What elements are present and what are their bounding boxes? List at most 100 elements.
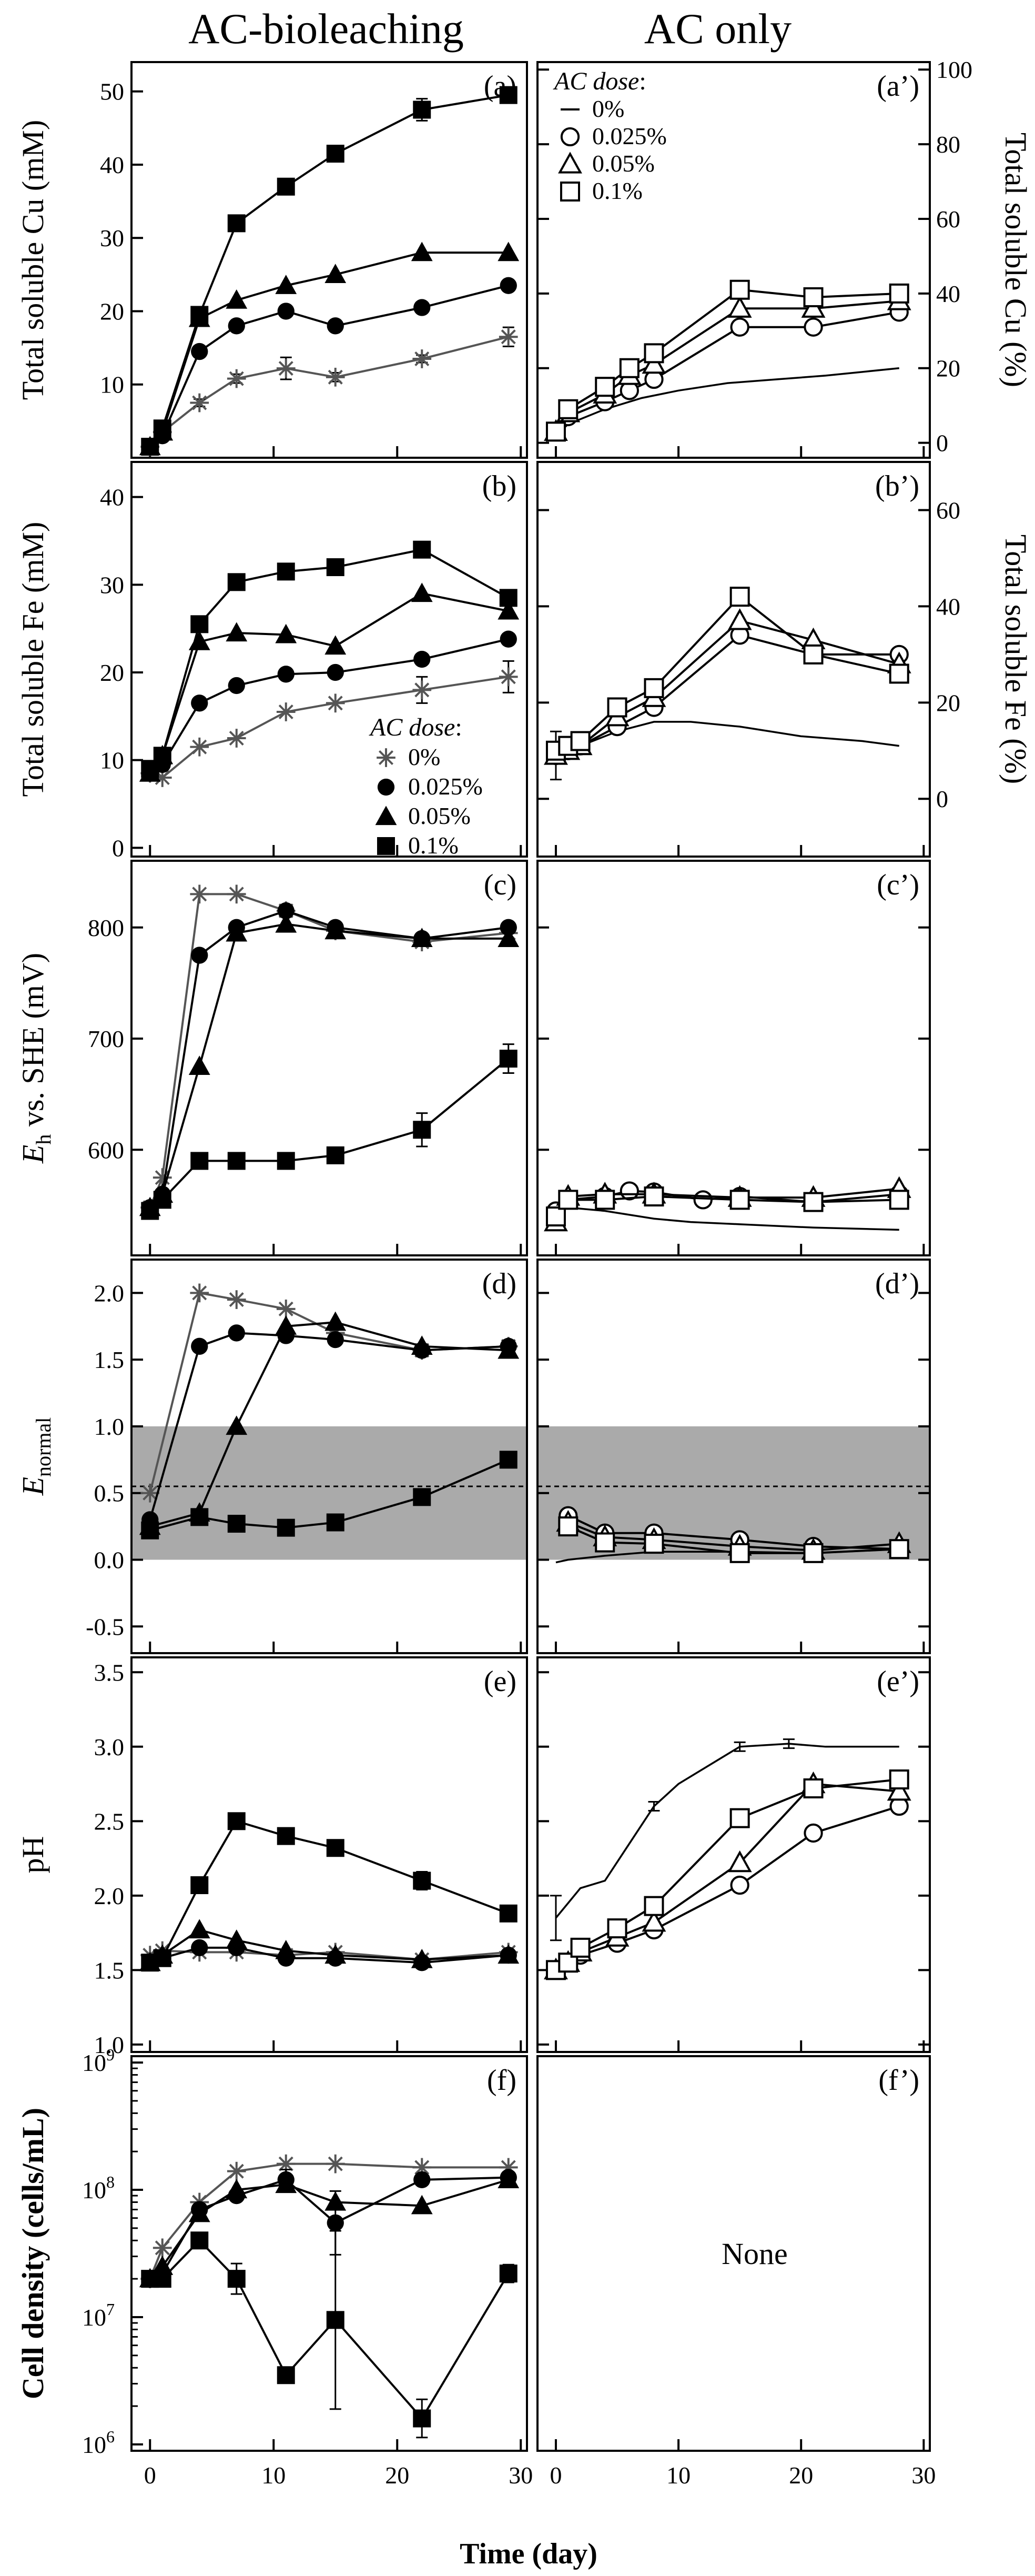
y-axis-label: Total soluble Cu (mM) (16, 120, 50, 400)
data-point (141, 1521, 159, 1539)
data-point (729, 279, 750, 300)
y-tick-label: 60 (936, 497, 960, 524)
legend-label: 0% (592, 95, 624, 122)
y-tick-label: 2.5 (94, 1808, 125, 1835)
data-point (327, 1331, 344, 1349)
data-point (499, 2265, 518, 2283)
asterisk-stroke (155, 770, 170, 786)
data-point (153, 1949, 171, 1967)
series-0_1pct (545, 279, 909, 442)
x-tick-label: 30 (509, 2462, 533, 2489)
data-point (191, 947, 208, 964)
data-point (327, 663, 344, 681)
y-tick-label: 1.5 (94, 1346, 125, 1373)
y-tick-label: 20 (936, 689, 960, 716)
panel-label: (b’) (875, 470, 919, 502)
y-label-symbol: E (16, 1477, 50, 1496)
data-point (326, 367, 345, 387)
data-point (377, 778, 395, 796)
y-tick-exponent: 6 (106, 2427, 115, 2446)
series-0_1pct (545, 1769, 909, 1980)
y-label-symbol: E (16, 1145, 50, 1164)
series-0_05pct (544, 1771, 911, 1979)
panel-a: 10 20 30 40 50 (a) Total soluble Cu (mM) (16, 61, 528, 459)
data-point (804, 317, 823, 337)
y-tick-label: 3.5 (94, 1659, 125, 1686)
data-point (498, 928, 520, 948)
series-0_1pct (141, 86, 518, 456)
panel-label: (a) (484, 70, 516, 103)
x-axis-label: Time (day) (460, 2538, 597, 2570)
legend-title-text: AC dose (553, 67, 639, 95)
asterisk-stroke (328, 369, 343, 385)
series-group (139, 1283, 520, 1539)
y-tick-exponent: 7 (106, 2300, 115, 2319)
series-0_1pct (141, 1043, 518, 1220)
panel-frame (130, 461, 528, 858)
data-point (190, 1152, 209, 1170)
data-point (227, 1152, 246, 1170)
data-point (500, 630, 517, 648)
y-tick-label: 109 (82, 2045, 115, 2076)
data-point (644, 1534, 664, 1554)
data-point (190, 615, 209, 633)
y-label-subscript: normal (32, 1417, 55, 1477)
y-tick-label: -0.5 (86, 1613, 124, 1640)
data-point (227, 214, 246, 233)
y-tick-label: 0.0 (94, 1547, 125, 1574)
series-group (139, 2154, 520, 2439)
asterisk-stroke (414, 2160, 430, 2175)
asterisk-stroke (501, 329, 516, 345)
panel-e_prime: (e’) (536, 1656, 931, 2053)
data-point (412, 2158, 432, 2177)
data-point (326, 145, 344, 163)
panel-label: (f) (487, 2064, 516, 2097)
data-point (889, 663, 909, 684)
data-point (498, 1339, 520, 1359)
data-point (326, 2311, 344, 2329)
asterisk-stroke (328, 696, 343, 711)
data-point (607, 1918, 627, 1939)
data-point (413, 100, 431, 119)
data-point (153, 2238, 172, 2258)
data-point (560, 127, 580, 147)
data-point (277, 666, 295, 683)
y-axis-label: Eh vs. SHE (mV) (16, 953, 55, 1164)
panel-frame (536, 860, 931, 1256)
data-point (499, 1904, 518, 1923)
panel-c_prime: (c’) (536, 860, 931, 1256)
data-point (727, 296, 752, 318)
col-title-ac-only: AC only (644, 5, 792, 53)
y-tick-label: 0 (112, 834, 124, 861)
data-point (275, 1315, 297, 1335)
series-0_1pct (141, 1451, 518, 1539)
y-tick-label: 1.0 (94, 2031, 125, 2058)
data-point (226, 289, 248, 309)
legend-label: 0.025% (592, 123, 667, 149)
y-tick-exponent: 8 (106, 2172, 115, 2191)
data-point (227, 1290, 246, 1309)
series-group (544, 1738, 911, 1980)
data-point (153, 2270, 171, 2288)
data-point (277, 303, 295, 320)
data-point (498, 242, 520, 261)
data-point (727, 608, 752, 630)
y-tick-label: 0 (936, 786, 948, 812)
y-tick-label: 700 (88, 1025, 124, 1052)
data-point (277, 902, 295, 920)
data-point (693, 1190, 713, 1210)
data-point (619, 358, 640, 378)
asterisk-stroke (278, 2156, 293, 2171)
series-line (150, 2239, 510, 2420)
panel-frame (130, 860, 528, 1256)
asterisk-stroke (192, 887, 207, 902)
legend-label: 0% (408, 743, 440, 770)
y-tick-label: 3.0 (94, 1734, 125, 1760)
data-point (498, 600, 520, 620)
data-point (277, 562, 295, 581)
y-tick-label: 0 (936, 430, 948, 457)
series-0_025pct (546, 1796, 909, 1980)
asterisk-stroke (192, 395, 207, 410)
data-point (803, 1543, 824, 1563)
